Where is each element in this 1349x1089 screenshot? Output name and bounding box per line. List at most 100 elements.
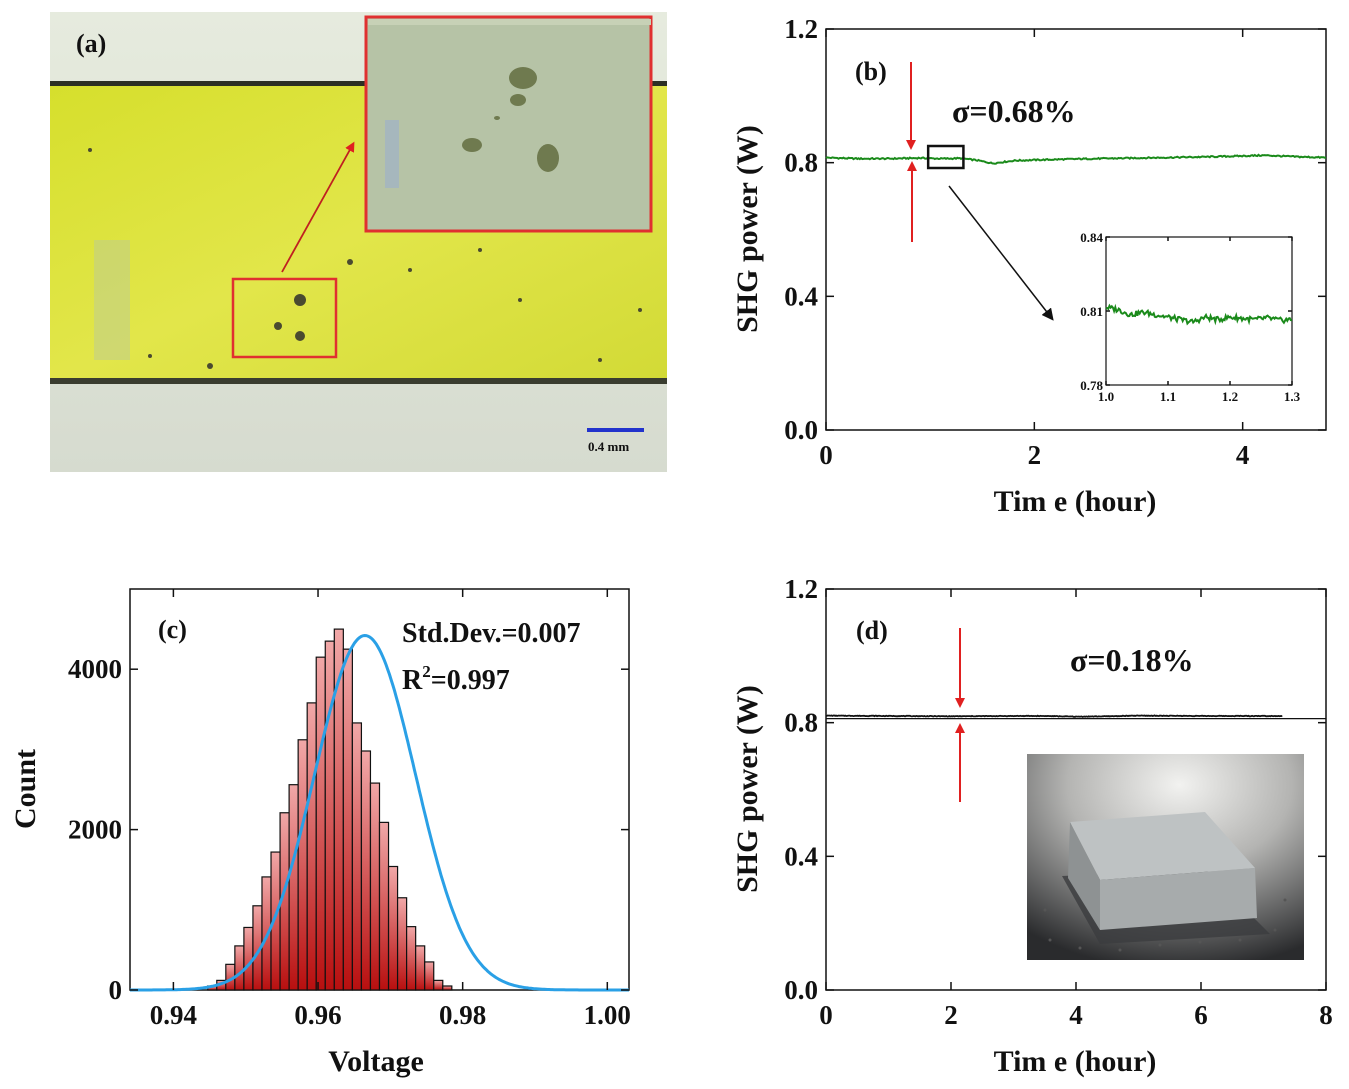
plot-c-std-annotation: Std.Dev.=0.007 xyxy=(402,618,581,649)
plot-b-xtick-label: 0 xyxy=(819,440,833,470)
panel-c-chart: 0.94 0.96 0.98 1.00 0 2000 4000 (c) Std.Dev.=0… xyxy=(9,588,631,1078)
plot-d-xtick-label: 2 xyxy=(944,1000,958,1030)
plot-b-inset-xtick-label: 1.2 xyxy=(1222,389,1238,404)
plot-c-r2-annotation: R2=0.997 xyxy=(402,662,510,696)
histogram-bar xyxy=(442,985,453,991)
crystal-reflection xyxy=(94,240,130,360)
plot-b-series-line xyxy=(825,153,1327,165)
panel-c-label: (c) xyxy=(158,615,187,644)
panel-b-chart: 0 2 4 0.0 0.4 0.8 1.2 (b) σ=0.68% SHG power (W… xyxy=(731,14,1327,518)
inset-magnified xyxy=(364,15,653,233)
plot-c-gaussian-fit xyxy=(130,633,629,992)
photo-enclosure-box xyxy=(1068,812,1257,930)
histogram-bar xyxy=(415,945,426,991)
box-top-face xyxy=(1070,812,1255,880)
inset-magnified-frame xyxy=(364,15,653,233)
box-side-face xyxy=(1068,822,1100,930)
plot-b-inset-ytick-label: 0.81 xyxy=(1080,304,1103,319)
plot-c-ytick-label: 4000 xyxy=(68,654,122,684)
plot-b-inset-ytick-label: 0.78 xyxy=(1080,378,1103,393)
zoom-arrow xyxy=(281,141,355,273)
histogram-bar xyxy=(424,961,435,991)
plot-b-sigma-annotation: σ=0.68% xyxy=(952,93,1076,129)
plot-d-ytick-label: 0.4 xyxy=(784,841,818,871)
plot-d-xtick-label: 0 xyxy=(819,1000,833,1030)
histogram-bar xyxy=(433,979,444,991)
plot-b-inset-xtick-label: 1.3 xyxy=(1284,389,1301,404)
plot-b-inset-series-line xyxy=(1105,303,1293,326)
plot-c-xtick-label: 1.00 xyxy=(584,1000,631,1030)
scale-bar xyxy=(587,428,644,432)
plot-b-frame xyxy=(825,28,1327,431)
plot-b-ticks: 0 2 4 0.0 0.4 0.8 1.2 xyxy=(784,14,1326,470)
histogram-bar xyxy=(396,897,408,991)
plot-d-xtick-label: 8 xyxy=(1319,1000,1333,1030)
plot-b-inset-xtick-label: 1.1 xyxy=(1160,389,1176,404)
panel-b-label: (b) xyxy=(855,57,887,86)
plot-d-sigma-annotation: σ=0.18% xyxy=(1070,642,1194,678)
plot-c-xlabel: Voltage xyxy=(328,1045,424,1078)
panel-a-micrograph: (a) 0.4 mm xyxy=(50,12,667,472)
crystal-edge-bottom xyxy=(50,378,667,384)
plot-d-xtick-label: 4 xyxy=(1069,1000,1083,1030)
plot-d-photo-inset xyxy=(1027,754,1304,960)
plot-b-inset-xtick-label: 1.0 xyxy=(1098,389,1114,404)
plot-c-xtick-label: 0.98 xyxy=(439,1000,486,1030)
plot-c-ylabel: Count xyxy=(9,749,42,829)
histogram-bar xyxy=(234,945,245,991)
photo-table-holes xyxy=(1043,898,1287,952)
histogram-bar xyxy=(378,821,390,991)
r2-value: =0.997 xyxy=(431,665,510,696)
plot-d-ylabel: SHG power (W) xyxy=(731,685,764,893)
plot-b-inset: 1.0 1.1 1.2 1.3 0.78 0.81 0.84 xyxy=(1080,230,1300,404)
plot-d-ytick-label: 0.0 xyxy=(784,975,818,1005)
crystal-edge-top xyxy=(50,81,667,86)
plot-c-ytick-label: 2000 xyxy=(68,815,122,845)
plot-b-ytick-label: 0.4 xyxy=(784,281,818,311)
plot-b-ytick-label: 0.0 xyxy=(784,415,818,445)
plot-d-ticks: 0 2 4 6 8 0.0 0.4 0.8 1.2 xyxy=(784,574,1333,1030)
plot-b-ylabel: SHG power (W) xyxy=(731,125,764,333)
plot-c-xtick-label: 0.96 xyxy=(294,1000,341,1030)
plot-b-inset-frame xyxy=(1105,236,1293,386)
crystal-specks xyxy=(88,148,642,369)
histogram-bar xyxy=(243,926,254,991)
plot-c-ytick-label: 0 xyxy=(109,975,123,1005)
inset-magnified-shade xyxy=(368,19,651,25)
plot-c-ticks: 0.94 0.96 0.98 1.00 0 2000 4000 xyxy=(68,589,631,1030)
histogram-bar xyxy=(306,702,317,991)
histogram-bar xyxy=(288,784,299,991)
plot-b-zoom-arrow xyxy=(948,185,1054,321)
r2-superscript: 2 xyxy=(422,662,431,681)
plot-d-xlabel: Tim e (hour) xyxy=(994,1045,1157,1078)
plot-c-xtick-label: 0.94 xyxy=(150,1000,197,1030)
box-front-face xyxy=(1100,868,1257,930)
histogram-bar xyxy=(324,640,335,991)
plot-b-inset-ytick-label: 0.84 xyxy=(1080,230,1103,245)
scale-bar-label: 0.4 mm xyxy=(588,439,629,454)
histogram-bar xyxy=(360,750,372,991)
plot-b-ytick-label: 1.2 xyxy=(784,14,818,44)
histogram-bar xyxy=(351,722,363,991)
histogram-bar xyxy=(369,782,381,991)
plot-b-xtick-label: 2 xyxy=(1028,440,1042,470)
panel-d-chart: 0 2 4 6 8 0.0 0.4 0.8 1.2 (d) σ=0.18% SHG power … xyxy=(731,574,1333,1078)
plot-d-ytick-label: 0.8 xyxy=(784,708,818,738)
inset-defects xyxy=(462,67,559,172)
plot-b-ytick-label: 0.8 xyxy=(784,148,818,178)
histogram-bar xyxy=(406,926,417,991)
inset-reflection xyxy=(385,120,399,188)
histogram-bar xyxy=(297,739,308,991)
plot-b-xlabel: Tim e (hour) xyxy=(994,485,1157,518)
histogram-bar xyxy=(315,656,326,991)
histogram-bar xyxy=(387,865,399,991)
plot-b-zoom-box xyxy=(926,144,965,170)
plot-d-ytick-label: 1.2 xyxy=(784,574,818,604)
plot-d-series-line xyxy=(826,714,1283,718)
defect-highlight-box xyxy=(231,277,338,359)
r2-symbol: R xyxy=(402,665,423,696)
plot-b-xtick-label: 4 xyxy=(1236,440,1250,470)
panel-a-label: (a) xyxy=(76,29,106,58)
panel-d-label: (d) xyxy=(856,616,888,645)
